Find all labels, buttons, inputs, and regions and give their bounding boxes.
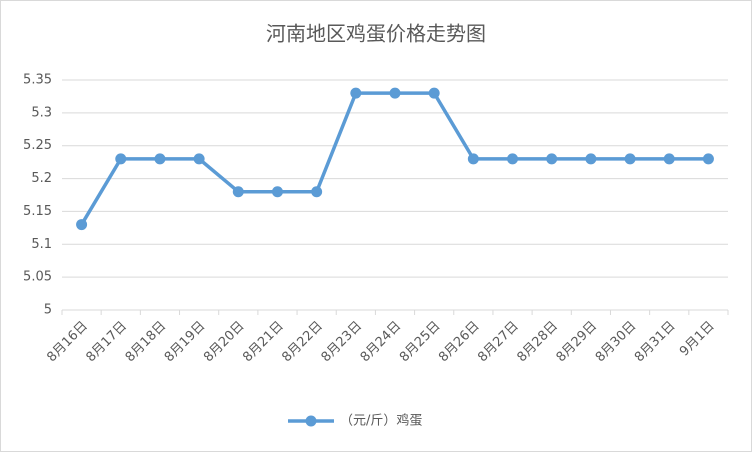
point: [350, 87, 362, 99]
y-tick-label: 5.3: [31, 105, 52, 120]
point: [467, 153, 479, 165]
chart-title: 河南地区鸡蛋价格走势图: [266, 22, 486, 46]
legend-marker: [305, 415, 317, 427]
point: [389, 87, 401, 99]
point: [115, 153, 127, 165]
point: [507, 153, 519, 165]
point: [624, 153, 636, 165]
point: [193, 153, 205, 165]
y-tick-label: 5.05: [23, 270, 52, 285]
y-tick-label: 5.25: [23, 138, 52, 153]
point: [271, 186, 283, 198]
point: [232, 186, 244, 198]
point: [663, 153, 675, 165]
point: [546, 153, 558, 165]
y-tick-label: 5: [44, 303, 52, 318]
y-tick-label: 5.35: [23, 73, 52, 88]
point: [428, 87, 440, 99]
legend-label: （元/斤）鸡蛋: [340, 413, 422, 429]
y-tick-label: 5.15: [23, 204, 52, 219]
point: [585, 153, 597, 165]
point: [311, 186, 323, 198]
y-tick-label: 5.1: [31, 237, 52, 252]
point: [154, 153, 166, 165]
point: [76, 219, 88, 231]
point: [702, 153, 714, 165]
y-tick-label: 5.2: [31, 171, 52, 186]
